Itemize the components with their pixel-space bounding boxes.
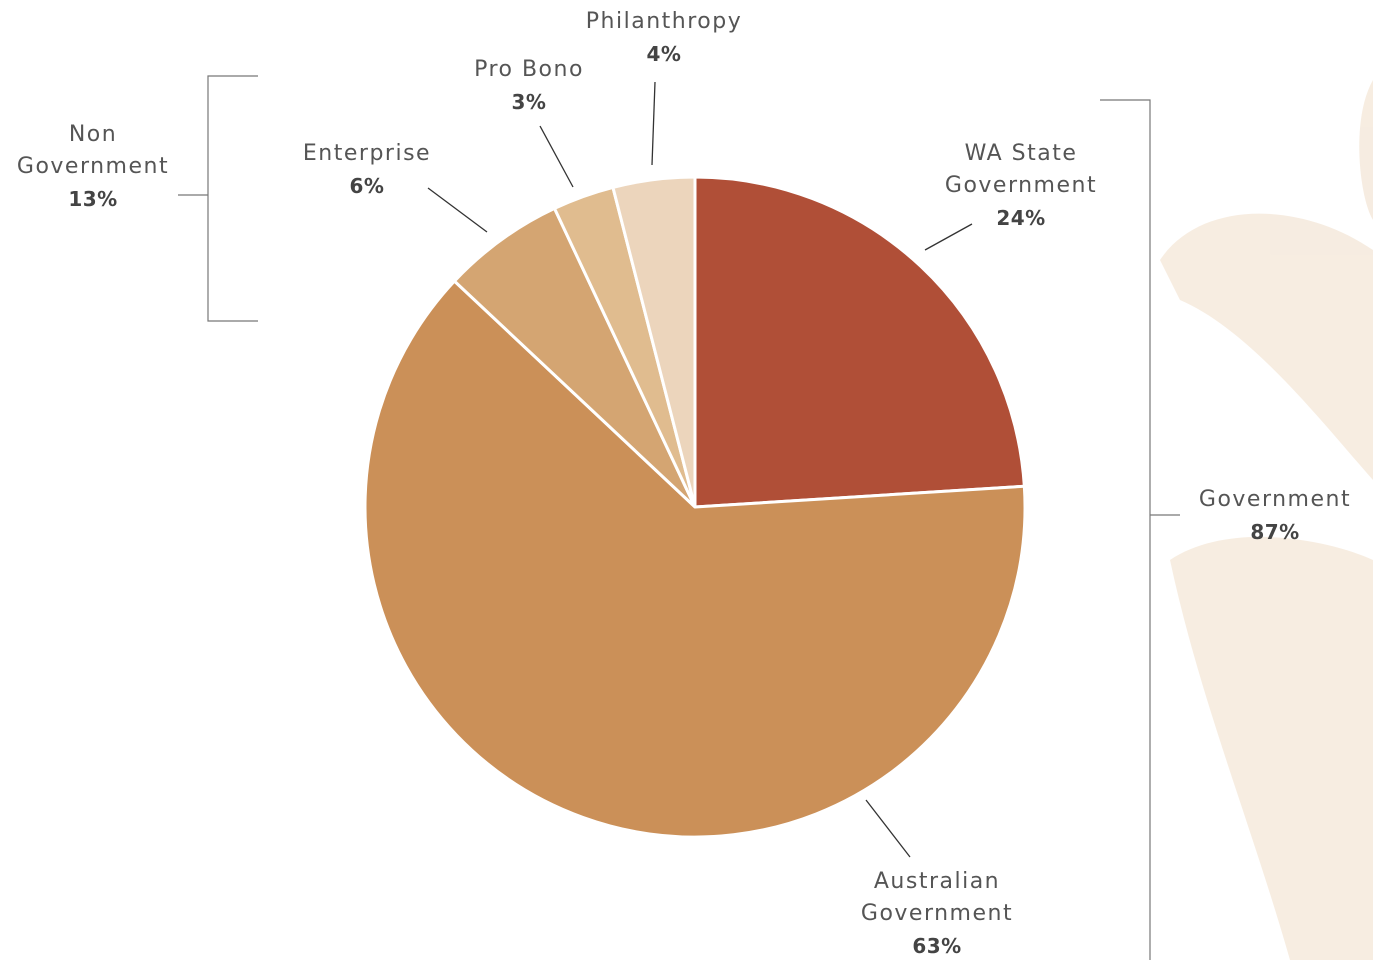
label-name: WA State Government	[944, 141, 1098, 198]
pie-slice	[452, 206, 697, 509]
group-bracket	[178, 75, 258, 322]
label-value: 4%	[646, 42, 682, 66]
leader-line	[539, 125, 574, 188]
label-value: 3%	[511, 90, 547, 114]
label-value: 6%	[349, 174, 385, 198]
slice-label: WA State Government 24%	[926, 138, 1116, 234]
label-name: Philanthropy	[585, 9, 743, 34]
label-value: 63%	[912, 934, 962, 958]
leader-line	[924, 223, 973, 251]
slice-label: Enterprise 6%	[292, 138, 442, 202]
slice-label: Australian Government 63%	[837, 866, 1037, 962]
label-name: Australian Government	[860, 869, 1014, 926]
label-value: 13%	[68, 187, 118, 211]
label-name: Enterprise	[302, 141, 432, 166]
leader-line	[865, 799, 911, 858]
label-name: Government	[1198, 487, 1352, 512]
label-value: 87%	[1250, 520, 1300, 544]
group-bracket	[1100, 99, 1180, 960]
leader-line	[651, 81, 656, 166]
background-pattern	[1160, 80, 1373, 960]
slice-label: Government 87%	[1175, 484, 1373, 548]
slice-label: Philanthropy 4%	[564, 6, 764, 70]
leader-line	[427, 187, 488, 233]
label-name: Non Government	[16, 122, 170, 179]
slice-label: Non Government 13%	[3, 119, 183, 215]
pie-slice	[611, 175, 697, 508]
leader-lines	[427, 81, 973, 858]
pie-slice	[363, 278, 1027, 839]
label-value: 24%	[996, 206, 1046, 230]
slice-label: Pro Bono 3%	[454, 54, 604, 118]
pie-slice	[693, 175, 1026, 509]
label-name: Pro Bono	[474, 57, 584, 82]
